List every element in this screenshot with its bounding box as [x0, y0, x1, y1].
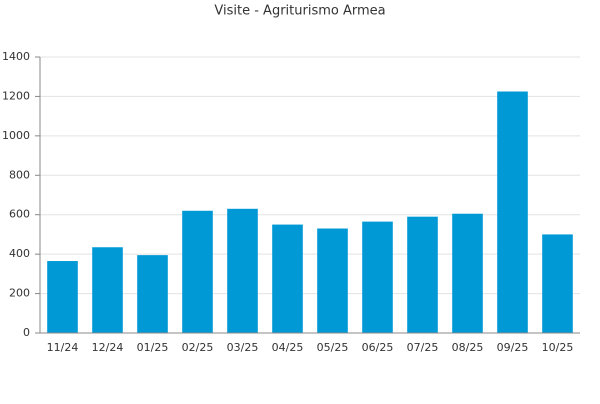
bar	[182, 210, 213, 333]
x-tick-label: 01/25	[137, 341, 169, 354]
y-tick-label: 800	[9, 168, 30, 181]
x-tick-label: 10/25	[542, 341, 574, 354]
chart-title: Visite - Agriturismo Armea	[214, 4, 385, 19]
y-tick-label: 1000	[2, 129, 30, 142]
bar	[407, 216, 438, 333]
y-tick-label: 0	[23, 326, 30, 339]
bar	[137, 255, 168, 333]
x-tick-label: 06/25	[362, 341, 394, 354]
x-tick-label: 11/24	[47, 341, 79, 354]
y-tick-label: 1400	[2, 50, 30, 63]
bar	[272, 224, 303, 333]
y-tick-label: 600	[9, 208, 30, 221]
bar	[497, 91, 528, 333]
x-tick-label: 02/25	[182, 341, 214, 354]
x-tick-label: 05/25	[317, 341, 349, 354]
y-tick-label: 400	[9, 247, 30, 260]
x-tick-label: 03/25	[227, 341, 259, 354]
y-tick-label: 200	[9, 287, 30, 300]
x-tick-label: 08/25	[452, 341, 484, 354]
bar	[542, 234, 573, 333]
x-tick-label: 09/25	[497, 341, 529, 354]
x-tick-label: 04/25	[272, 341, 304, 354]
bar	[452, 213, 483, 333]
x-tick-label: 07/25	[407, 341, 439, 354]
bar	[362, 221, 393, 333]
bar	[47, 261, 78, 333]
y-tick-label: 1200	[2, 89, 30, 102]
bar	[317, 228, 348, 333]
bar	[92, 247, 123, 333]
x-tick-label: 12/24	[92, 341, 124, 354]
bar	[227, 208, 258, 333]
